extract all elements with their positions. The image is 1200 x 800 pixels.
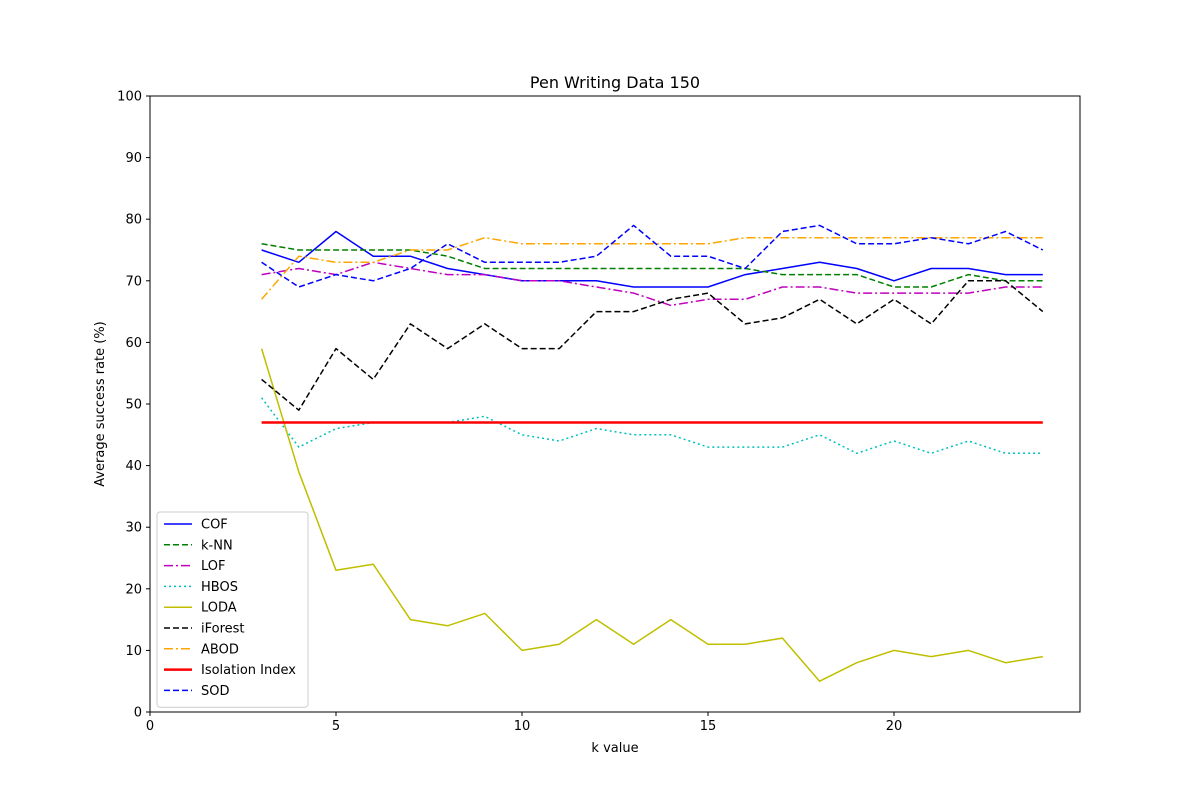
- series-line-abod: [261, 236, 1043, 300]
- plot-frame: [149, 95, 1081, 713]
- legend-label-sod: SOD: [201, 684, 230, 699]
- y-axis-ticks: 0 10 20 30 40 50 60 70 80 90 100: [117, 90, 150, 721]
- y-tick-label: 30: [125, 521, 142, 536]
- y-tick-label: 0: [134, 706, 142, 721]
- y-tick-label: 50: [125, 398, 142, 413]
- legend-label-lof: LOF: [201, 559, 226, 574]
- x-tick-label: 10: [514, 719, 531, 734]
- series-line-k-nn: [261, 243, 1043, 288]
- x-axis-ticks: 0 5 10 15 20: [146, 712, 902, 734]
- y-tick-label: 100: [117, 90, 142, 105]
- series-line-loda: [260, 348, 1043, 682]
- x-tick-label: 5: [332, 719, 340, 734]
- legend-label-isolation-index: Isolation Index: [201, 663, 296, 678]
- legend-label-cof: COF: [201, 518, 228, 533]
- y-tick-label: 60: [125, 336, 142, 351]
- chart-title: Pen Writing Data 150: [530, 73, 700, 92]
- x-axis-label: k value: [591, 741, 638, 756]
- plot-area: [260, 224, 1044, 682]
- series-line-lof: [261, 261, 1043, 307]
- legend: COF k-NN LOF HBOS LODA iForest ABOD Isolation I…: [156, 511, 309, 708]
- x-tick-label: 20: [886, 719, 903, 734]
- legend-label-abod: ABOD: [201, 642, 239, 657]
- legend-label-k-nn: k-NN: [201, 538, 233, 553]
- y-tick-label: 20: [125, 582, 142, 597]
- x-tick-label: 15: [700, 719, 717, 734]
- y-tick-label: 10: [125, 644, 142, 659]
- y-tick-label: 70: [125, 274, 142, 289]
- legend-label-iforest: iForest: [201, 622, 245, 637]
- series-line-iforest: [261, 280, 1044, 411]
- y-tick-label: 80: [125, 213, 142, 228]
- legend-label-loda: LODA: [201, 601, 237, 616]
- y-tick-label: 90: [125, 151, 142, 166]
- legend-label-hbos: HBOS: [201, 580, 238, 595]
- x-tick-label: 0: [146, 719, 154, 734]
- series-line-cof: [261, 230, 1043, 288]
- y-tick-label: 40: [125, 459, 142, 474]
- legend-box: [156, 511, 309, 708]
- y-axis-label: Average success rate (%): [93, 321, 108, 487]
